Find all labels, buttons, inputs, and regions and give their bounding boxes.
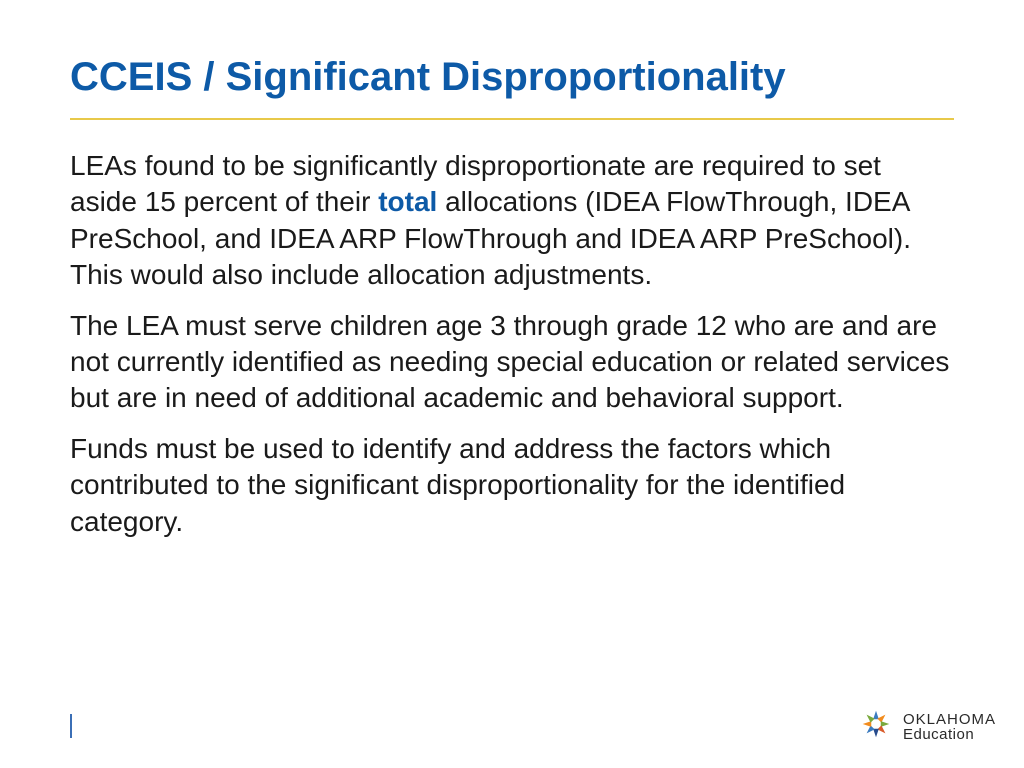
- body-text: Funds must be used to identify and addre…: [70, 433, 845, 537]
- body-paragraph: The LEA must serve children age 3 throug…: [70, 308, 954, 417]
- body-text: The LEA must serve children age 3 throug…: [70, 310, 949, 414]
- logo-text: OKLAHOMA Education: [903, 712, 996, 742]
- logo-starburst-icon: [857, 705, 895, 748]
- slide-body: LEAs found to be significantly dispropor…: [70, 148, 954, 540]
- oklahoma-education-logo: OKLAHOMA Education: [857, 705, 996, 748]
- logo-line1: OKLAHOMA: [903, 712, 996, 727]
- text-cursor: [70, 714, 72, 738]
- body-paragraph: Funds must be used to identify and addre…: [70, 431, 954, 540]
- slide-title: CCEIS / Significant Disproportionality: [70, 55, 954, 100]
- emphasized-text: total: [378, 186, 437, 217]
- slide: CCEIS / Significant Disproportionality L…: [0, 0, 1024, 768]
- logo-line2: Education: [903, 727, 996, 742]
- body-paragraph: LEAs found to be significantly dispropor…: [70, 148, 954, 294]
- title-rule: [70, 118, 954, 120]
